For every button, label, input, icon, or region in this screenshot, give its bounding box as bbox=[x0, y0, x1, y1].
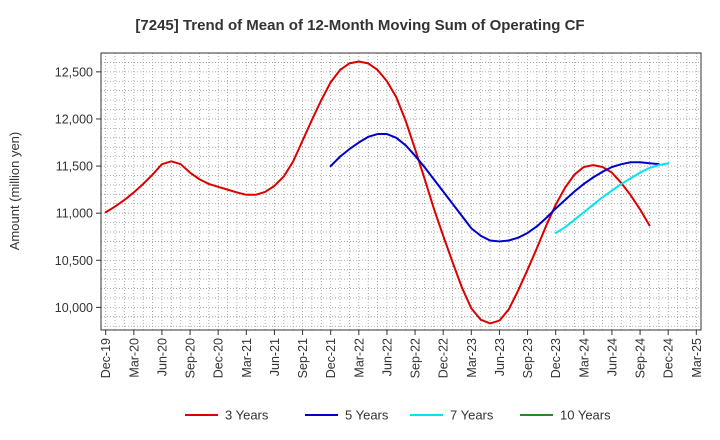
series-line-5-years bbox=[329, 133, 660, 243]
legend: 3 Years 5 Years 7 Years 10 Years bbox=[185, 408, 611, 423]
legend-label: 7 Years bbox=[450, 408, 494, 423]
y-tick-label: 11,000 bbox=[56, 207, 93, 221]
series-line-7-years bbox=[554, 162, 670, 234]
x-tick-label: Mar-20 bbox=[127, 338, 141, 378]
x-tick-label: Jun-21 bbox=[268, 338, 282, 376]
x-tick-label: Jun-20 bbox=[155, 338, 169, 376]
x-tick-label: Mar-23 bbox=[465, 338, 479, 378]
x-tick-label: Mar-25 bbox=[690, 338, 704, 378]
x-tick-label: Dec-20 bbox=[212, 338, 226, 378]
x-tick-label: Jun-22 bbox=[380, 338, 394, 376]
legend-label: 3 Years bbox=[225, 408, 269, 423]
x-tick-label: Sep-23 bbox=[521, 338, 535, 378]
y-tick-label: 10,000 bbox=[55, 301, 93, 315]
y-tick-label: 11,500 bbox=[56, 160, 93, 174]
legend-label: 10 Years bbox=[560, 408, 611, 423]
plot-area bbox=[101, 53, 701, 330]
y-axis-label: Amount (million yen) bbox=[7, 132, 22, 251]
y-axis: 10,000 10,500 11,000 11,500 12,000 12,500 bbox=[55, 65, 101, 315]
x-axis: Dec-19 Mar-20 Jun-20 Sep-20 Dec-20 Mar-21 Jun-… bbox=[99, 330, 704, 378]
x-tick-label: Dec-19 bbox=[99, 338, 113, 378]
x-tick-label: Dec-21 bbox=[324, 338, 338, 378]
x-tick-label: Mar-22 bbox=[352, 338, 366, 378]
series-lines bbox=[104, 60, 670, 325]
x-tick-label: Dec-23 bbox=[549, 338, 563, 378]
plot-frame bbox=[100, 52, 702, 331]
legend-label: 5 Years bbox=[345, 408, 389, 423]
x-tick-label: Mar-24 bbox=[577, 338, 591, 378]
x-tick-label: Sep-22 bbox=[409, 338, 423, 378]
x-tick-label: Jun-23 bbox=[493, 338, 507, 376]
x-tick-label: Jun-24 bbox=[605, 338, 619, 376]
x-tick-label: Sep-20 bbox=[184, 338, 198, 378]
x-tick-label: Dec-24 bbox=[662, 338, 676, 378]
y-tick-label: 12,000 bbox=[55, 112, 93, 126]
y-tick-label: 10,500 bbox=[55, 254, 93, 268]
x-tick-label: Sep-21 bbox=[296, 338, 310, 378]
series-line-3-years bbox=[104, 60, 651, 325]
x-tick-label: Mar-21 bbox=[240, 338, 254, 378]
chart-title: [7245] Trend of Mean of 12-Month Moving … bbox=[135, 17, 584, 34]
y-tick-label: 12,500 bbox=[55, 65, 93, 79]
x-tick-label: Dec-22 bbox=[437, 338, 451, 378]
x-tick-label: Sep-24 bbox=[634, 338, 648, 378]
